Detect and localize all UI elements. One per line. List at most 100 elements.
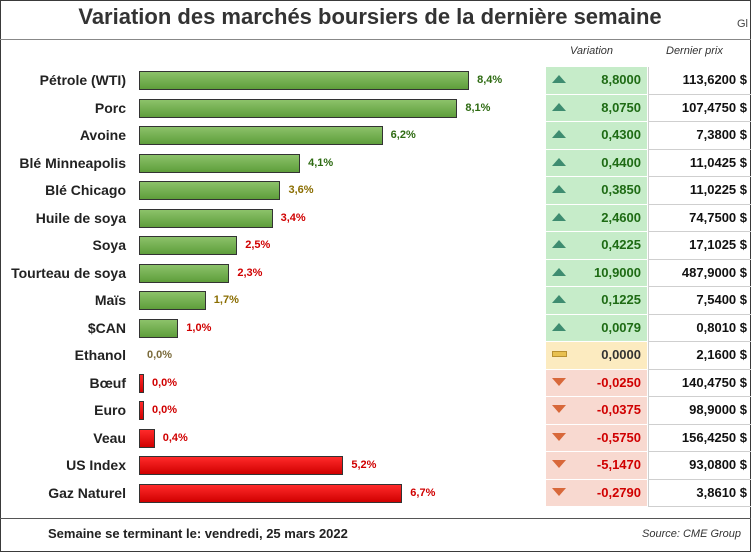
category-label: Euro	[94, 402, 126, 418]
bar-value-label: 1,7%	[213, 294, 239, 306]
variation-cell: 0,0000	[546, 342, 647, 370]
variation-cell: -0,0250	[546, 369, 647, 397]
variation-cell: 10,9000	[546, 259, 647, 287]
triangle-up-icon	[552, 267, 566, 276]
triangle-up-icon	[552, 240, 566, 248]
variation-cell: 0,4300	[546, 122, 647, 150]
bar-value-label: 3,6%	[288, 184, 314, 196]
variation-cell: -0,5750	[546, 424, 647, 452]
variation-value: 0,1225	[601, 292, 641, 307]
variation-value: 8,0750	[601, 99, 641, 115]
footer-divider	[0, 518, 751, 519]
variation-value: 10,9000	[594, 264, 641, 280]
bar-mark	[139, 153, 301, 173]
last-price-value: 0,8010 $	[696, 319, 747, 335]
variation-value: 2,4600	[601, 209, 641, 225]
week-ending-label: Semaine se terminant le: vendredi, 25 ma…	[48, 526, 348, 541]
variation-value: -0,5750	[596, 429, 641, 445]
category-label: Avoine	[79, 127, 126, 143]
category-label: Bœuf	[89, 374, 126, 391]
price-cell: 98,9000 $	[648, 397, 751, 425]
last-price-value: 3,8610 $	[696, 484, 747, 500]
variation-value: -0,0375	[596, 402, 641, 417]
triangle-up-icon	[552, 212, 566, 221]
variation-column-header: Variation	[570, 45, 614, 57]
category-label: Tourteau de soya	[11, 264, 126, 281]
triangle-up-icon	[552, 295, 566, 303]
category-label: Soya	[92, 237, 126, 253]
category-label: Huile de soya	[35, 209, 126, 226]
last-price-value: 17,1025 $	[689, 237, 747, 252]
bar-mark	[139, 401, 144, 420]
triangle-up-icon	[552, 75, 566, 83]
bar-mark	[139, 98, 458, 118]
price-cell: 113,6200 $	[648, 67, 751, 95]
category-label: Veau	[93, 429, 126, 446]
triangle-down-icon	[552, 377, 566, 386]
bar-value-label: 2,3%	[237, 266, 263, 279]
bar-mark	[139, 181, 281, 200]
last-price-value: 11,0425 $	[689, 154, 747, 170]
bar-mark	[139, 318, 179, 338]
variation-value: 0,0079	[601, 319, 641, 335]
triangle-down-icon	[552, 487, 566, 496]
bar-value-label: 2,5%	[245, 239, 271, 251]
last-price-value: 156,4250 $	[681, 429, 747, 445]
category-label: US Index	[66, 457, 126, 473]
triangle-up-icon	[552, 322, 566, 331]
price-cell: 7,5400 $	[648, 287, 751, 315]
last-price-value: 7,5400 $	[696, 292, 747, 307]
variation-cell: 0,3850	[546, 177, 647, 205]
price-cell: 74,7500 $	[648, 204, 751, 232]
variation-value: 0,4300	[601, 127, 641, 142]
last-price-value: 93,0800 $	[689, 457, 747, 472]
variation-value: 8,8000	[601, 72, 641, 87]
bar-mark	[139, 236, 238, 255]
variation-value: 0,4400	[601, 154, 641, 170]
variation-cell: 0,1225	[546, 287, 647, 315]
category-label: Blé Chicago	[45, 182, 126, 198]
bar-value-label: 0,4%	[162, 431, 188, 444]
bar-value-label: 4,1%	[308, 156, 334, 169]
variation-value: 0,3850	[601, 182, 641, 197]
triangle-up-icon	[552, 130, 566, 138]
bar-value-label: 0,0%	[152, 376, 178, 389]
bar-value-label: 1,0%	[186, 321, 212, 334]
bar-value-label: 3,4%	[280, 211, 306, 224]
chart-title: Variation des marchés boursiers de la de…	[78, 4, 662, 29]
price-cell: 17,1025 $	[648, 232, 751, 260]
triangle-up-icon	[552, 157, 566, 166]
price-cell: 156,4250 $	[648, 424, 751, 452]
variation-value: -5,1470	[596, 457, 641, 472]
last-price-value: 107,4750 $	[681, 99, 747, 115]
price-cell: 11,0425 $	[648, 149, 751, 177]
bar-value-label: 0,0%	[147, 349, 173, 361]
last-price-value: 140,4750 $	[681, 374, 747, 390]
bar-mark	[139, 456, 344, 475]
variation-value: 0,0000	[601, 347, 641, 362]
variation-cell: -0,0375	[546, 397, 647, 425]
variation-value: -0,0250	[596, 374, 641, 390]
variation-value: -0,2790	[596, 484, 641, 500]
category-label: Gaz Naturel	[48, 484, 126, 501]
last-price-value: 487,9000 $	[681, 264, 747, 280]
bar-value-label: 8,1%	[465, 101, 491, 114]
title-divider	[0, 39, 751, 40]
variation-cell: 8,0750	[546, 94, 647, 122]
flat-dash-icon	[552, 351, 567, 357]
bar-value-label: 6,7%	[410, 486, 436, 499]
price-cell: 0,8010 $	[648, 314, 751, 342]
price-cell: 487,9000 $	[648, 259, 751, 287]
price-column-header: Dernier prix	[666, 45, 723, 57]
source-label: Source: CME Group	[642, 528, 742, 540]
corner-label: Gl	[737, 18, 748, 30]
price-cell: 2,1600 $	[648, 342, 751, 370]
variation-cell: 2,4600	[546, 204, 647, 232]
variation-cell: 0,0079	[546, 314, 647, 342]
category-label: $CAN	[87, 319, 126, 336]
bar-mark	[139, 126, 383, 145]
bar-mark	[139, 71, 470, 90]
bar-value-label: 5,2%	[351, 459, 377, 471]
price-cell: 7,3800 $	[648, 122, 751, 150]
price-cell: 93,0800 $	[648, 452, 751, 480]
